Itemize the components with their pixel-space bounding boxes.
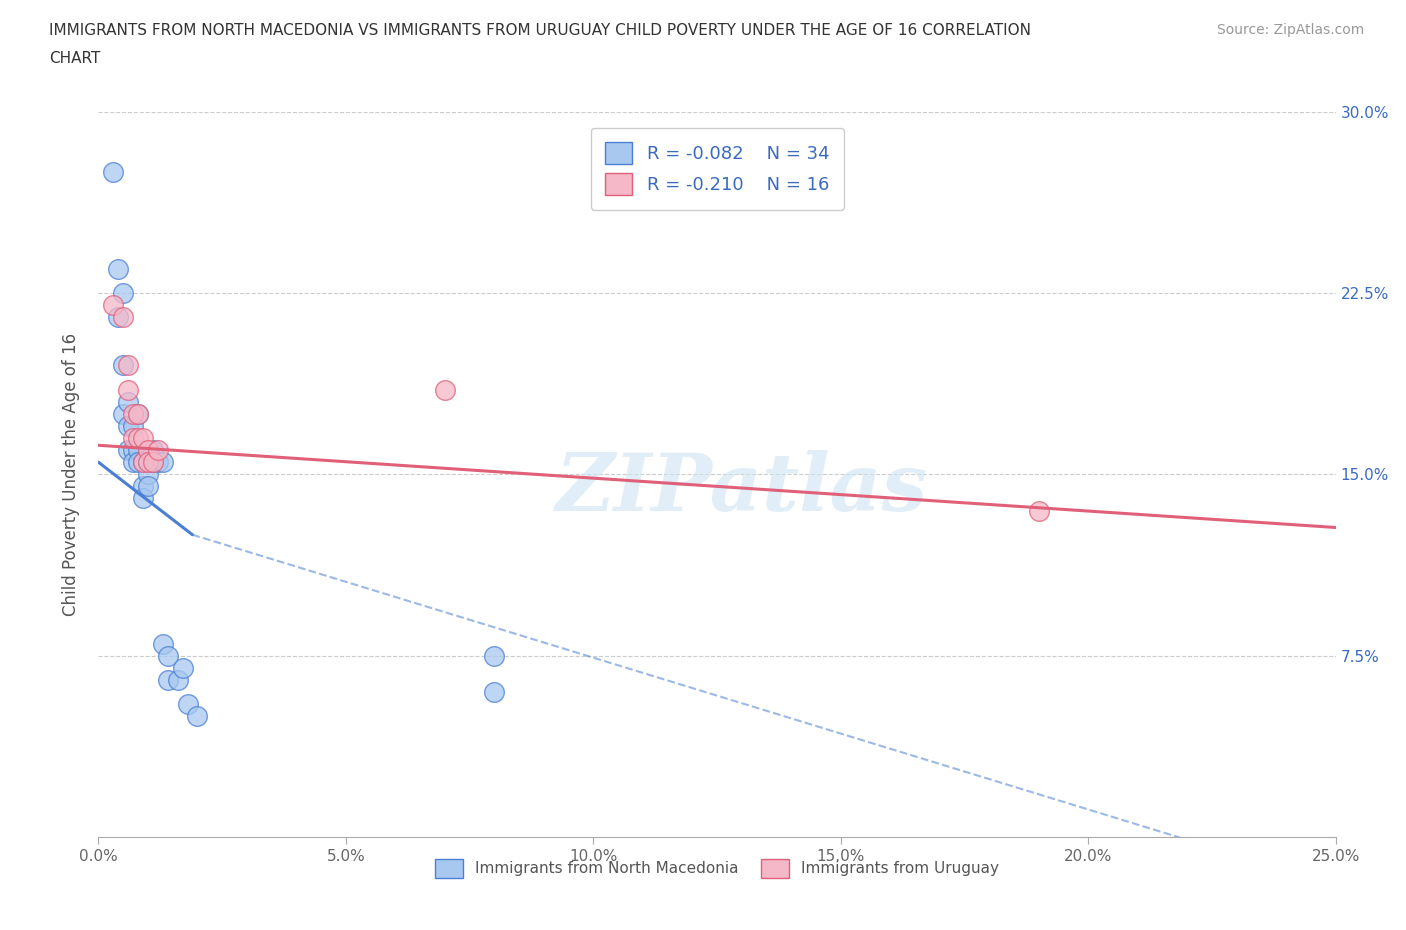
- Point: [122, 455, 145, 470]
- Point: [186, 709, 208, 724]
- Point: [176, 697, 198, 711]
- Point: [112, 406, 135, 421]
- Point: [127, 455, 149, 470]
- Point: [136, 455, 159, 470]
- Point: [152, 455, 174, 470]
- Point: [112, 310, 135, 325]
- Y-axis label: Child Poverty Under the Age of 16: Child Poverty Under the Age of 16: [62, 333, 80, 616]
- Point: [112, 358, 135, 373]
- Point: [172, 660, 194, 675]
- Point: [117, 418, 139, 433]
- Point: [127, 443, 149, 458]
- Point: [484, 684, 506, 699]
- Point: [136, 455, 159, 470]
- Legend: Immigrants from North Macedonia, Immigrants from Uruguay: Immigrants from North Macedonia, Immigra…: [429, 853, 1005, 884]
- Point: [132, 431, 155, 445]
- Text: IMMIGRANTS FROM NORTH MACEDONIA VS IMMIGRANTS FROM URUGUAY CHILD POVERTY UNDER T: IMMIGRANTS FROM NORTH MACEDONIA VS IMMIG…: [49, 23, 1031, 38]
- Point: [142, 443, 165, 458]
- Point: [117, 382, 139, 397]
- Point: [132, 479, 155, 494]
- Point: [117, 443, 139, 458]
- Text: Source: ZipAtlas.com: Source: ZipAtlas.com: [1216, 23, 1364, 37]
- Point: [136, 479, 159, 494]
- Point: [122, 431, 145, 445]
- Point: [117, 394, 139, 409]
- Point: [132, 455, 155, 470]
- Point: [142, 455, 165, 470]
- Point: [127, 406, 149, 421]
- Point: [166, 672, 188, 687]
- Point: [132, 455, 155, 470]
- Point: [1028, 503, 1050, 518]
- Point: [107, 310, 129, 325]
- Point: [142, 455, 165, 470]
- Point: [146, 443, 169, 458]
- Point: [152, 636, 174, 651]
- Point: [433, 382, 456, 397]
- Point: [136, 467, 159, 482]
- Point: [112, 286, 135, 300]
- Point: [146, 455, 169, 470]
- Point: [103, 298, 125, 312]
- Point: [117, 358, 139, 373]
- Point: [132, 491, 155, 506]
- Point: [103, 165, 125, 179]
- Point: [122, 443, 145, 458]
- Text: ZIPatlas: ZIPatlas: [555, 450, 928, 527]
- Point: [156, 648, 179, 663]
- Point: [127, 431, 149, 445]
- Point: [484, 648, 506, 663]
- Text: CHART: CHART: [49, 51, 101, 66]
- Point: [127, 406, 149, 421]
- Point: [136, 443, 159, 458]
- Point: [107, 261, 129, 276]
- Point: [156, 672, 179, 687]
- Point: [122, 406, 145, 421]
- Point: [122, 418, 145, 433]
